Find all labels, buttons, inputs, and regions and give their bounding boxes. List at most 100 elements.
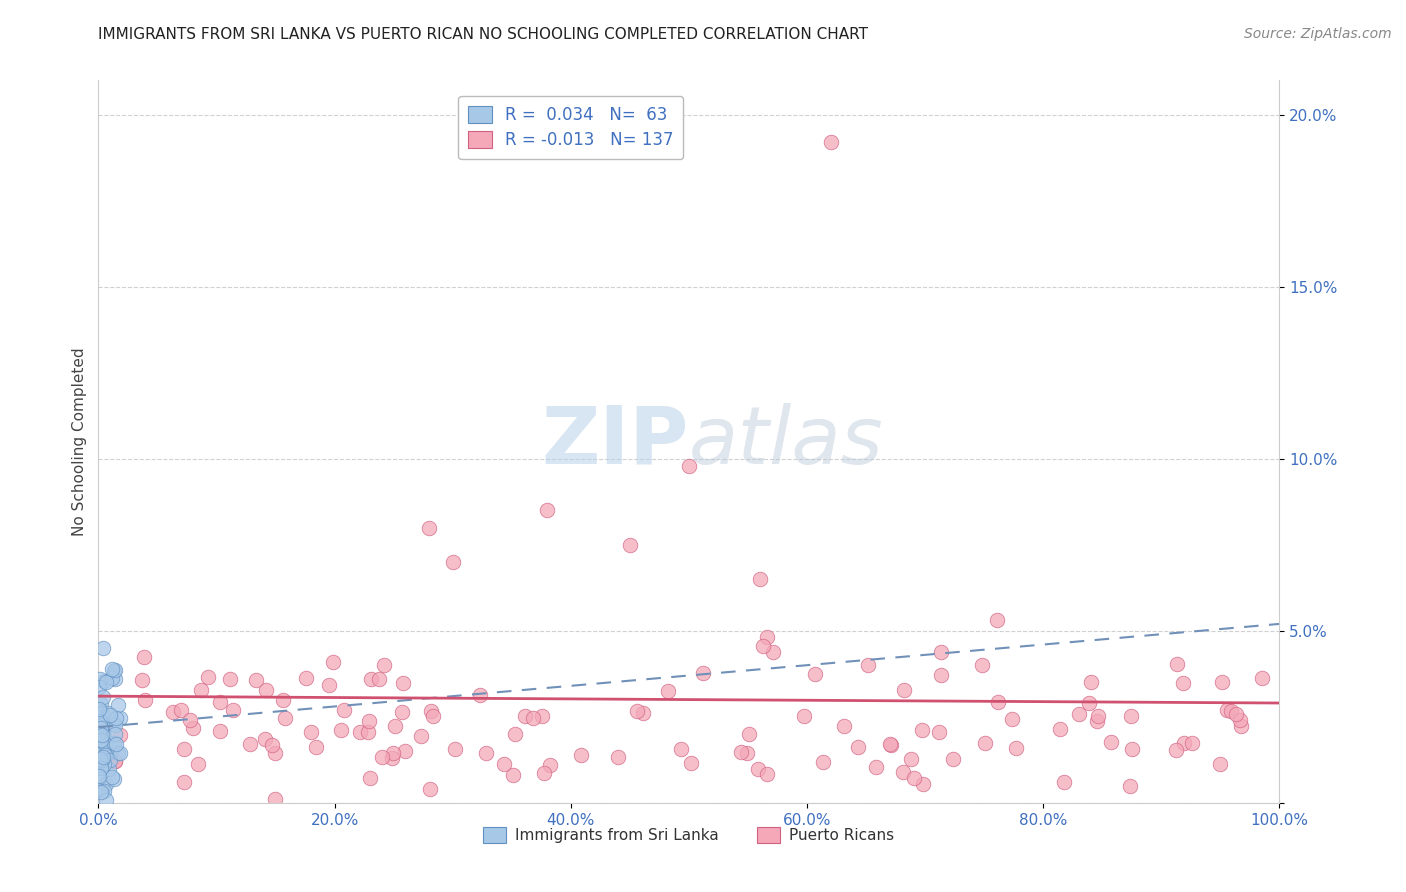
Point <box>91 783 114 797</box>
Point <box>105 710 128 724</box>
Point <box>657 684 679 698</box>
Point <box>903 771 925 785</box>
Point <box>93 757 115 772</box>
Point <box>89 714 111 728</box>
Point <box>330 723 353 738</box>
Point <box>357 714 380 728</box>
Point <box>108 711 131 725</box>
Point <box>90 697 112 711</box>
Point <box>107 746 129 760</box>
Point <box>101 770 124 784</box>
Point <box>87 782 110 797</box>
Point <box>1166 657 1188 672</box>
Point <box>756 630 779 644</box>
Point <box>104 718 127 732</box>
Point <box>108 729 131 743</box>
Point <box>391 706 413 720</box>
Point <box>756 767 779 781</box>
Point <box>1173 736 1195 750</box>
Point <box>101 662 124 676</box>
Point <box>318 678 340 692</box>
Point <box>619 538 641 552</box>
Point <box>90 761 112 775</box>
Point <box>858 658 880 673</box>
Point <box>631 706 654 720</box>
Point <box>505 726 527 740</box>
Point <box>94 675 117 690</box>
Point <box>737 727 759 741</box>
Point <box>381 751 404 765</box>
Point <box>209 695 232 709</box>
Point <box>747 762 769 776</box>
Point <box>846 739 869 754</box>
Point <box>1181 736 1204 750</box>
Point <box>181 721 204 735</box>
Point <box>1080 674 1102 689</box>
Point <box>357 724 380 739</box>
Point <box>900 752 922 766</box>
Point <box>970 658 993 673</box>
Point <box>91 734 114 748</box>
Point <box>1004 741 1026 756</box>
Point <box>1121 741 1143 756</box>
Point <box>762 645 785 659</box>
Point <box>332 703 354 717</box>
Point <box>97 746 120 760</box>
Point <box>538 757 561 772</box>
Point <box>162 705 184 719</box>
Point <box>90 722 112 736</box>
Point <box>441 555 464 569</box>
Point <box>929 668 952 682</box>
Point <box>1049 722 1071 736</box>
Point <box>1001 712 1024 726</box>
Point <box>173 774 195 789</box>
Point <box>813 755 835 769</box>
Point <box>96 793 118 807</box>
Point <box>239 737 262 751</box>
Point <box>494 757 516 772</box>
Point <box>170 703 193 717</box>
Point <box>91 742 114 756</box>
Point <box>90 717 112 731</box>
Point <box>93 640 115 655</box>
Point <box>1078 696 1101 710</box>
Point <box>986 613 1008 627</box>
Point <box>834 718 856 732</box>
Point <box>97 706 120 720</box>
Point <box>1211 675 1233 690</box>
Point <box>468 688 491 702</box>
Point <box>89 769 111 783</box>
Point <box>131 673 153 688</box>
Point <box>94 737 117 751</box>
Point <box>1121 708 1143 723</box>
Point <box>187 756 209 771</box>
Point <box>103 727 125 741</box>
Point <box>87 681 110 695</box>
Point <box>928 725 950 739</box>
Point <box>98 753 121 767</box>
Point <box>87 746 110 760</box>
Point <box>245 673 267 687</box>
Point <box>273 711 295 725</box>
Point <box>1230 719 1253 733</box>
Point <box>218 672 240 686</box>
Point <box>502 768 524 782</box>
Point <box>91 750 114 764</box>
Point <box>359 771 381 785</box>
Point <box>1085 714 1108 729</box>
Point <box>419 782 441 797</box>
Point <box>942 752 965 766</box>
Point <box>569 747 592 762</box>
Point <box>97 762 120 776</box>
Point <box>103 664 125 678</box>
Point <box>536 503 558 517</box>
Point <box>692 666 714 681</box>
Point <box>263 746 285 760</box>
Point <box>974 736 997 750</box>
Point <box>91 706 114 721</box>
Point <box>209 724 232 739</box>
Point <box>392 676 415 690</box>
Point <box>90 704 112 718</box>
Point <box>89 706 111 721</box>
Point <box>533 765 555 780</box>
